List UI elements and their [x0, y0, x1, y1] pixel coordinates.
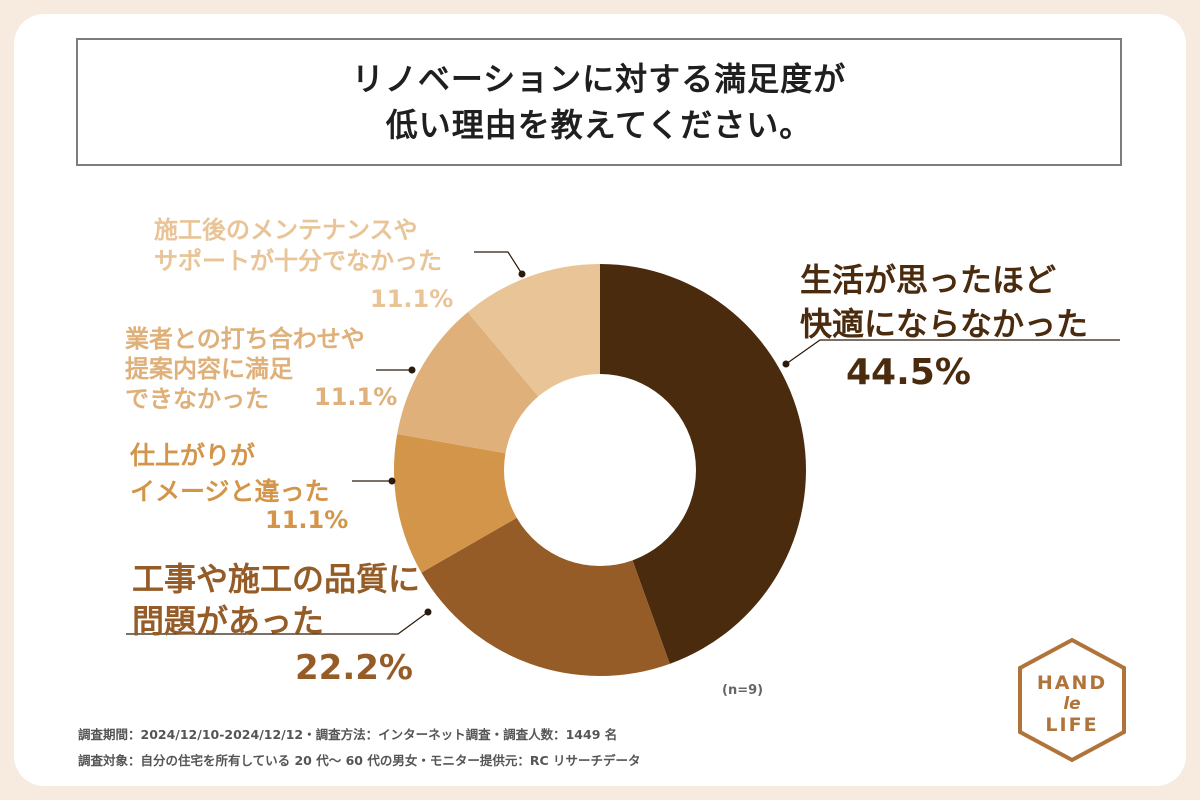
label-slice-2: 工事や施工の品質に 問題があった: [132, 558, 420, 642]
label-slice-3: 仕上がりが イメージと違った: [130, 438, 330, 510]
leader-slice-3-dot: [388, 477, 396, 485]
donut-slice-5: [467, 264, 600, 397]
leader-slice-2-dot: [424, 608, 432, 616]
label-slice-2-line2: 問題があった: [132, 602, 325, 640]
title-box: リノベーションに対する満足度が 低い理由を教えてください。: [76, 38, 1122, 166]
label-slice-5-line1: 施工後のメンテナンスや: [154, 216, 418, 244]
label-slice-5: 施工後のメンテナンスや サポートが十分でなかった: [154, 215, 442, 277]
leader-slice-2: [126, 611, 429, 635]
donut-slice-2: [421, 517, 670, 676]
leader-slice-4-dot: [408, 366, 416, 374]
label-slice-2-line1: 工事や施工の品質に: [132, 560, 421, 598]
logo-text-life: LIFE: [1045, 714, 1099, 736]
logo-hexagon-icon: [1018, 637, 1126, 763]
footer-line-1: 調査期間：2024/12/10-2024/12/12・調査方法：インターネット調…: [78, 727, 618, 742]
footer-line-2: 調査対象：自分の住宅を所有している 20 代〜 60 代の男女・モニター提供元：…: [78, 753, 641, 768]
leader-slice-5: [474, 251, 523, 275]
title-line-1: リノベーションに対する満足度が: [351, 60, 847, 98]
label-slice-1-line1: 生活が思ったほど: [800, 261, 1057, 299]
sample-size-note: (n=9): [722, 683, 764, 698]
pct-slice-2: 22.2%: [295, 648, 413, 688]
pct-slice-1: 44.5%: [846, 352, 971, 393]
logo-text-le: le: [1063, 694, 1081, 714]
logo-text-hand: HAND: [1036, 672, 1108, 694]
title-line-2: 低い理由を教えてください。: [385, 106, 813, 144]
label-slice-1-line2: 快適にならなかった: [800, 305, 1089, 343]
label-slice-3-line1: 仕上がりが: [130, 441, 256, 470]
hand-le-life-logo: HAND le LIFE: [1014, 634, 1130, 766]
leader-slice-1: [785, 339, 1120, 365]
pct-slice-4: 11.1%: [314, 383, 398, 411]
leader-slice-5-dot: [518, 270, 526, 278]
label-slice-4-line1: 業者との打ち合わせや: [125, 325, 365, 353]
pct-slice-5: 11.1%: [370, 285, 454, 313]
label-slice-1: 生活が思ったほど 快適にならなかった: [800, 258, 1088, 346]
donut-slice-4: [397, 312, 539, 454]
donut-slice-1: [600, 264, 806, 664]
label-slice-5-line2: サポートが十分でなかった: [154, 247, 442, 275]
label-slice-4-line3: できなかった: [125, 385, 269, 413]
label-slice-4: 業者との打ち合わせや 提案内容に満足 できなかった: [125, 324, 365, 414]
label-slice-4-line2: 提案内容に満足: [125, 355, 293, 383]
pct-slice-3: 11.1%: [265, 506, 349, 534]
donut-slice-3: [394, 433, 517, 573]
label-slice-3-line2: イメージと違った: [130, 477, 330, 506]
leader-slice-1-dot: [782, 360, 790, 368]
